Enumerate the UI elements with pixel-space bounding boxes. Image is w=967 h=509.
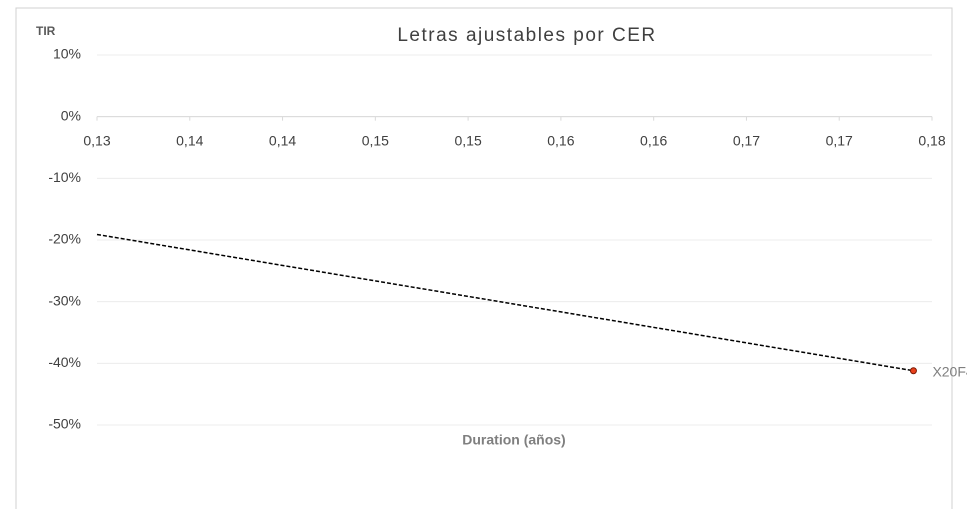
x-axis-title: Duration (años): [462, 432, 565, 448]
x-tick-label: 0,17: [733, 132, 760, 148]
x-tick-label: 0,15: [454, 132, 481, 148]
x-tick-label: 0,14: [176, 132, 203, 148]
y-tick-label: -50%: [48, 416, 81, 432]
x-tick-label: 0,14: [269, 132, 296, 148]
chart-title: Letras ajustables por CER: [397, 25, 656, 46]
point-label: X20F4: [932, 363, 967, 379]
x-tick-label: 0,17: [826, 132, 853, 148]
y-tick-label: -40%: [48, 354, 81, 370]
x-tick-label: 0,16: [547, 132, 574, 148]
y-tick-label: -30%: [48, 292, 81, 308]
y-tick-label: 10%: [53, 46, 81, 62]
y-tick-label: 0%: [61, 107, 81, 123]
y-tick-label: -20%: [48, 231, 81, 247]
x-tick-label: 0,15: [362, 132, 389, 148]
x-tick-label: 0,16: [640, 132, 667, 148]
x-tick-label: 0,13: [83, 132, 110, 148]
x-tick-label: 0,18: [918, 132, 945, 148]
scatter-point: [909, 367, 917, 375]
chart-border: [15, 7, 953, 509]
y-tick-label: -10%: [48, 169, 81, 185]
y-axis-title: TIR: [36, 24, 56, 38]
